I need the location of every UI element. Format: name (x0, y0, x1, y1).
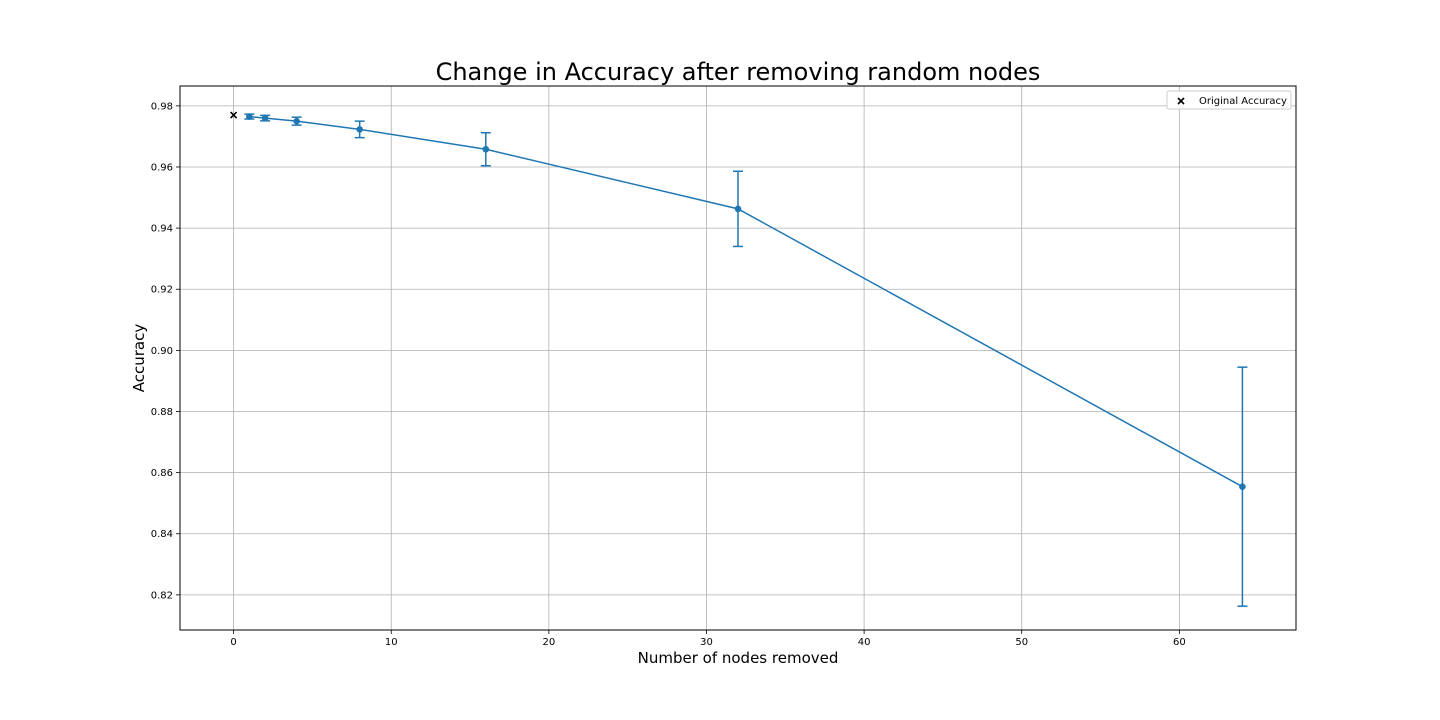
y-tick-label: 0.98 (151, 101, 173, 112)
legend-x-marker-icon (1177, 97, 1185, 105)
y-tick-label: 0.90 (151, 346, 173, 357)
accuracy-line (249, 115, 1243, 488)
chart-title: Change in Accuracy after removing random… (436, 58, 1041, 86)
data-point (482, 145, 490, 153)
x-axis-title: Number of nodes removed (638, 649, 839, 667)
x-tick-label: 10 (385, 637, 398, 648)
data-point (356, 126, 363, 133)
legend: Original Accuracy (1166, 90, 1292, 110)
data-point (1239, 483, 1246, 490)
x-tick-label: 50 (1015, 637, 1028, 648)
x-tick-label: 40 (858, 637, 871, 648)
y-tick-label: 0.94 (151, 224, 173, 235)
grid-layer (180, 86, 1296, 630)
y-tick-label: 0.92 (151, 285, 173, 296)
data-point (734, 205, 742, 213)
original-accuracy-marker (230, 111, 238, 119)
y-tick-label: 0.84 (151, 529, 173, 540)
data-point (293, 117, 300, 125)
y-tick-label: 0.82 (151, 590, 173, 601)
legend-label-original-accuracy: Original Accuracy (1199, 96, 1287, 107)
data-layer (230, 111, 1248, 607)
data-point (246, 113, 253, 120)
x-tick-label: 20 (542, 637, 555, 648)
x-tick-label: 30 (700, 637, 713, 648)
data-point (261, 114, 269, 122)
legend-box (1166, 90, 1292, 110)
y-tick-label: 0.86 (151, 468, 173, 479)
y-tick-label: 0.96 (151, 162, 173, 173)
tick-layer: 0 10 20 30 40 50 60 0.82 0.84 0.86 0.88 0.90 0.92 0.9… (151, 101, 1186, 648)
x-tick-label: 60 (1173, 637, 1186, 648)
x-tick-label: 0 (230, 637, 236, 648)
y-axis-title: Accuracy (130, 324, 148, 393)
y-tick-label: 0.88 (151, 407, 173, 418)
plot-frame (179, 85, 1297, 631)
